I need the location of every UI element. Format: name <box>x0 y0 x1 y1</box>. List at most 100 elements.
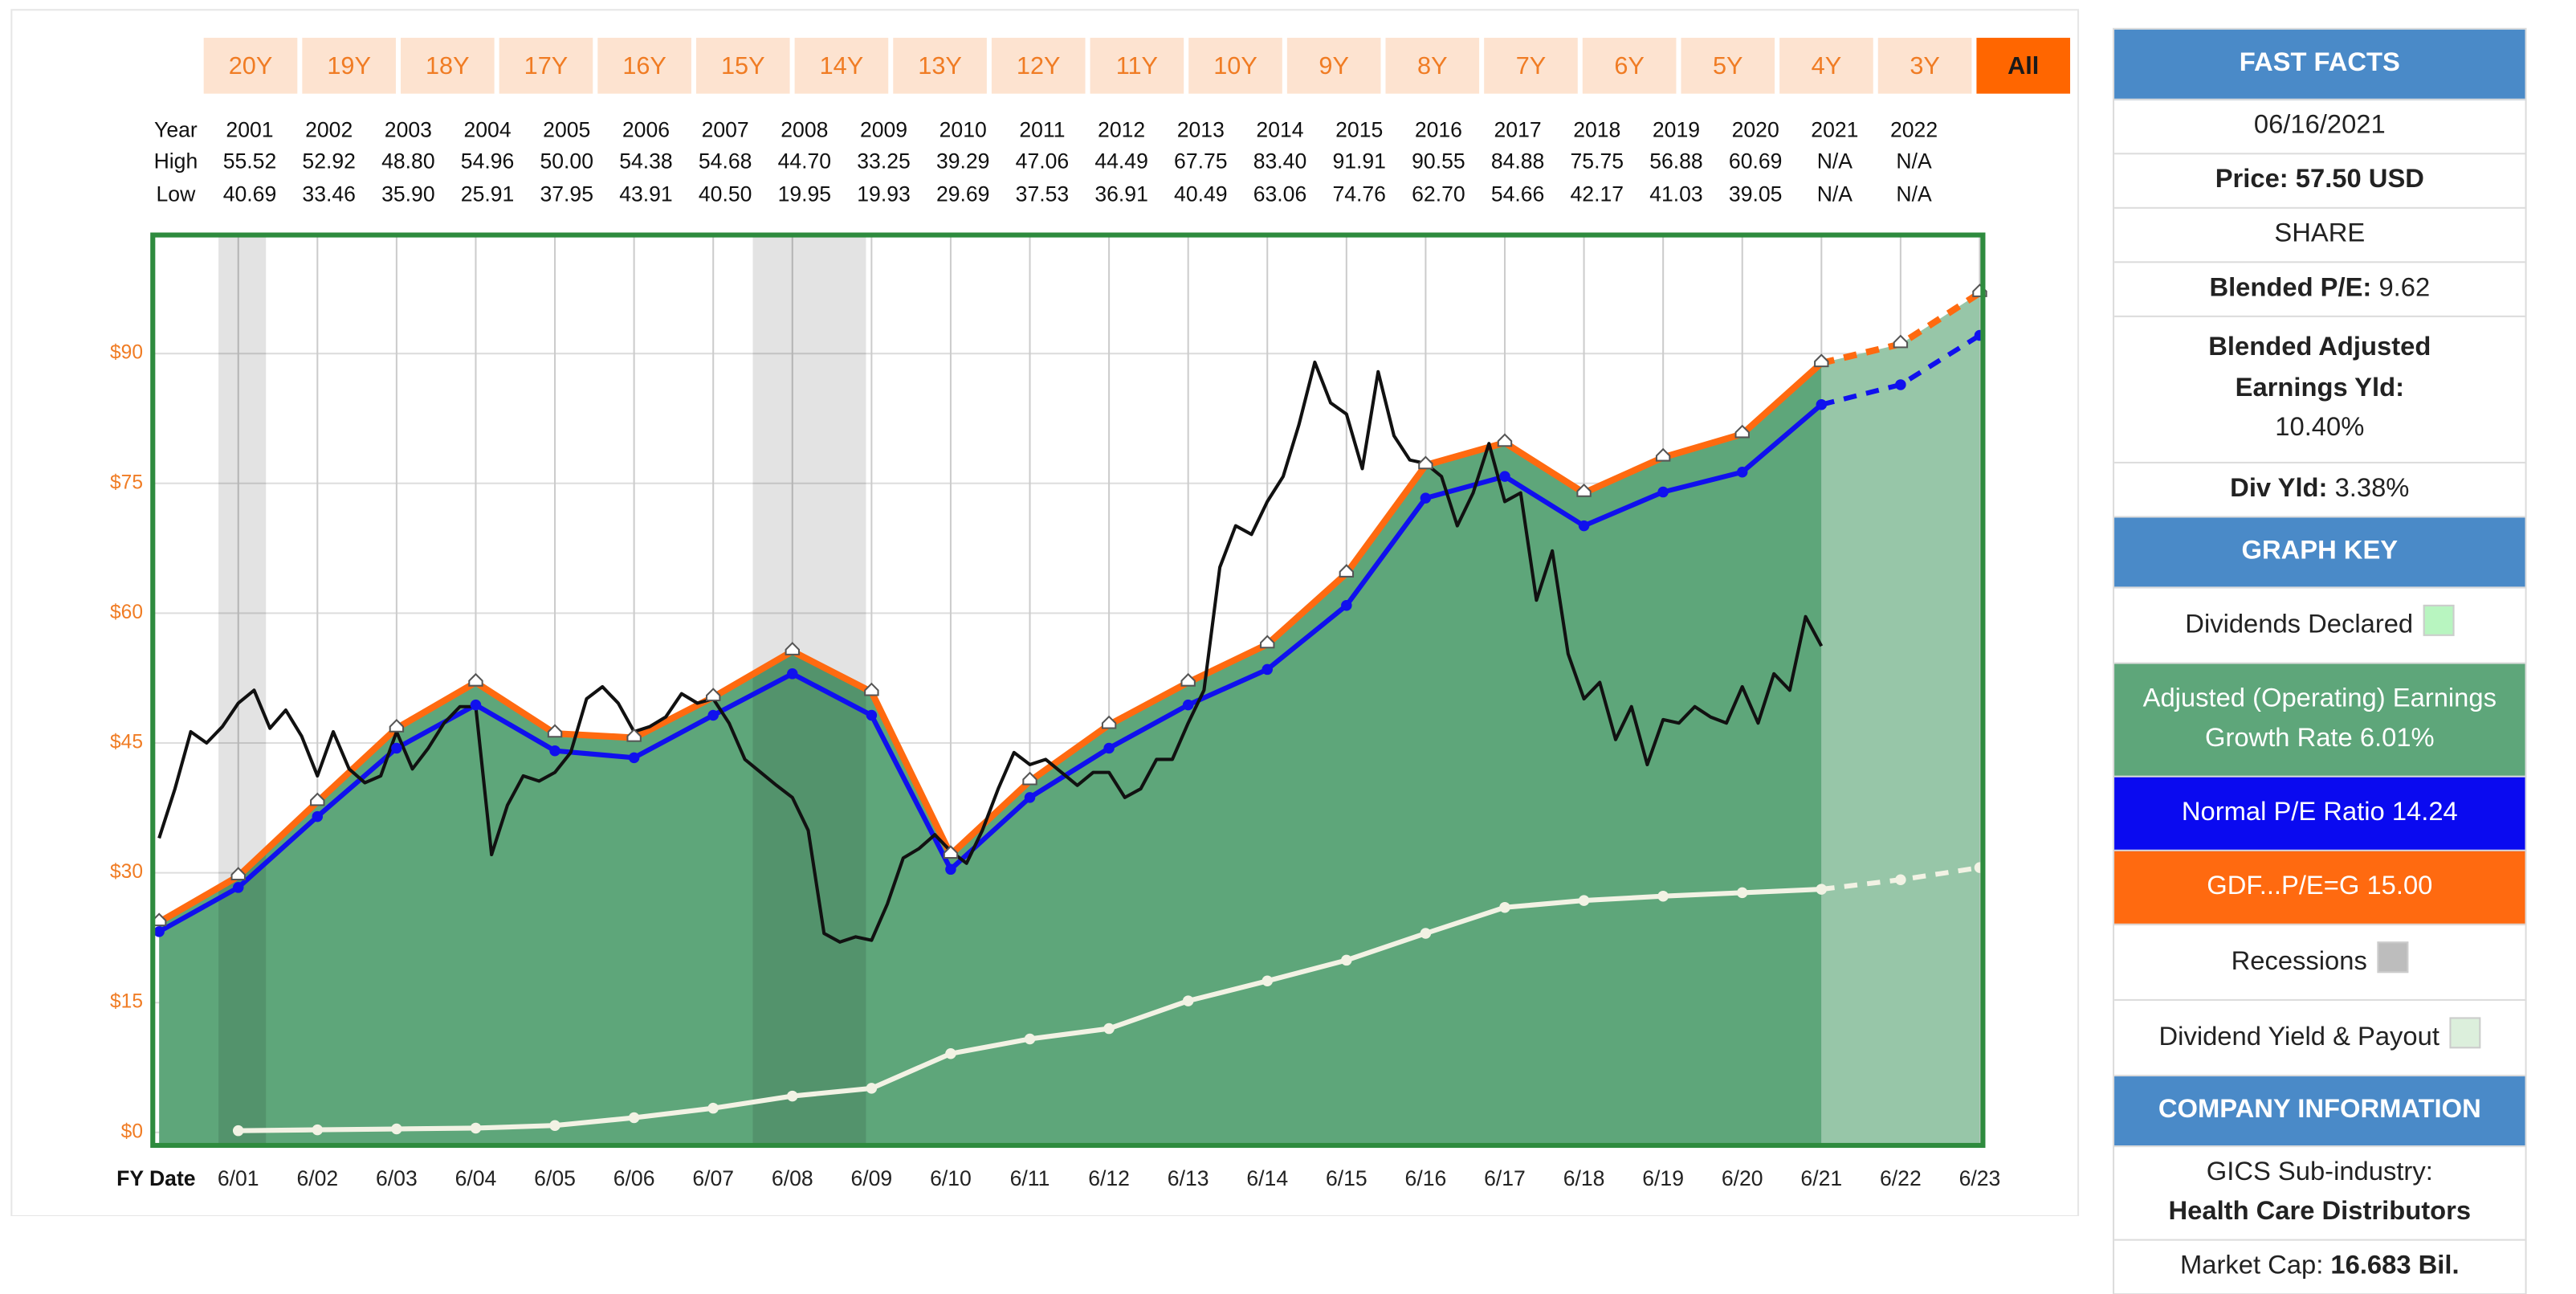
table-cell: 40.69 <box>223 182 277 206</box>
table-cell: 54.66 <box>1491 182 1545 206</box>
plot: $0 $15 $30 $45 $60 $75 $90 6/01 6/02 6/03 6/04 6/05… <box>110 232 2000 1190</box>
range-button-label[interactable]: 6Y <box>1614 51 1645 80</box>
table-cell: 54.96 <box>461 149 515 173</box>
range-button[interactable] <box>1877 38 1972 94</box>
point-marker <box>1024 792 1036 803</box>
point-marker <box>232 882 244 893</box>
y-tick-label: $60 <box>110 602 143 623</box>
range-button-label[interactable]: 19Y <box>327 51 371 80</box>
x-tick-label: 6/17 <box>1484 1166 1526 1190</box>
table-cell: 91.91 <box>1332 149 1386 173</box>
range-button[interactable] <box>1976 38 2071 94</box>
table-cell: 44.70 <box>778 149 832 173</box>
graph-key: Dividends Declared Adjusted (Operating) E… <box>2114 587 2525 1076</box>
graph-key-item: Recessions <box>2114 925 2525 1000</box>
point-marker <box>1497 433 1513 447</box>
range-button-label[interactable]: 5Y <box>1713 51 1743 80</box>
range-button[interactable] <box>794 38 889 94</box>
x-tick-label: 6/18 <box>1563 1166 1605 1190</box>
range-button-label[interactable]: 4Y <box>1812 51 1842 80</box>
range-button-label[interactable]: 10Y <box>1213 51 1257 80</box>
point-marker <box>785 642 800 655</box>
table-cell: 60.69 <box>1729 149 1783 173</box>
range-button-label[interactable]: 7Y <box>1516 51 1547 80</box>
table-cell: 2007 <box>702 118 749 142</box>
range-button[interactable] <box>499 38 593 94</box>
range-button[interactable] <box>1286 38 1381 94</box>
range-buttons: 20Y 19Y 18Y 17Y 16Y 15Y 14Y 13Y 12Y 11Y 10Y 9Y 8Y 7Y 6… <box>203 38 2071 94</box>
range-button[interactable] <box>302 38 396 94</box>
range-button[interactable] <box>1484 38 1578 94</box>
table-cell: 37.53 <box>1016 182 1070 206</box>
y-tick-label: $90 <box>110 342 143 364</box>
table-cell: 2016 <box>1415 118 1462 142</box>
range-button[interactable] <box>400 38 495 94</box>
x-tick-label: 6/12 <box>1088 1166 1130 1190</box>
row-label: High <box>154 149 198 173</box>
range-button-label[interactable]: 16Y <box>622 51 666 80</box>
table-cell: 2012 <box>1098 118 1145 142</box>
x-tick-label: 6/14 <box>1246 1166 1288 1190</box>
table-cell: 44.49 <box>1094 149 1148 173</box>
point-marker <box>628 1112 640 1124</box>
graph-key-label: Recessions <box>2231 947 2367 976</box>
table-cell: 52.92 <box>302 149 356 173</box>
point-marker <box>1895 379 1906 390</box>
range-button-label[interactable]: 18Y <box>426 51 470 80</box>
point-marker <box>1262 975 1274 987</box>
range-button-label[interactable]: 14Y <box>820 51 864 80</box>
range-button-label[interactable]: 3Y <box>1910 51 1940 80</box>
range-button[interactable] <box>1779 38 1873 94</box>
point-marker <box>1816 398 1828 410</box>
range-button[interactable] <box>1681 38 1775 94</box>
date: 06/16/2021 <box>2114 100 2525 155</box>
range-button-label[interactable]: 8Y <box>1417 51 1448 80</box>
graph-key-label: GDF...P/E=G 15.00 <box>2207 872 2433 900</box>
x-tick-label: 6/09 <box>850 1166 892 1190</box>
point-marker <box>787 668 798 680</box>
range-button-label[interactable]: 9Y <box>1319 51 1349 80</box>
table-cell: 75.75 <box>1571 149 1624 173</box>
table-cell: 37.95 <box>540 182 593 206</box>
range-button-label[interactable]: 15Y <box>721 51 765 80</box>
series-line <box>157 360 1824 944</box>
range-button[interactable] <box>893 38 987 94</box>
table-cell: 2013 <box>1177 118 1225 142</box>
range-button-label[interactable]: All <box>2007 51 2039 80</box>
range-button-label[interactable]: 13Y <box>918 51 962 80</box>
table-cell: 50.00 <box>540 149 593 173</box>
range-button[interactable] <box>1090 38 1184 94</box>
table-cell: 41.03 <box>1649 182 1703 206</box>
point-marker <box>1103 1023 1115 1035</box>
industry: GICS Sub-industry: Health Care Distributo… <box>2114 1146 2525 1240</box>
range-button[interactable] <box>1188 38 1282 94</box>
price-value: 57.50 USD <box>2295 165 2424 194</box>
x-tick-label: 6/03 <box>376 1166 418 1190</box>
point-marker <box>1655 447 1671 462</box>
table-cell: 62.70 <box>1412 182 1465 206</box>
y-tick-label: $30 <box>110 861 143 883</box>
range-button-label[interactable]: 11Y <box>1116 51 1158 80</box>
range-button-label[interactable]: 20Y <box>229 51 273 80</box>
table-cell: 2001 <box>226 118 273 142</box>
range-button[interactable] <box>1385 38 1480 94</box>
chart-panel: 20Y 19Y 18Y 17Y 16Y 15Y 14Y 13Y 12Y 11Y 10Y 9Y 8Y 7Y 6… <box>10 9 2080 1216</box>
range-button[interactable] <box>203 38 298 94</box>
table-cell: 2021 <box>1811 118 1858 142</box>
range-button[interactable] <box>695 38 790 94</box>
range-button-label[interactable]: 17Y <box>524 51 569 80</box>
range-button[interactable] <box>1582 38 1677 94</box>
range-button[interactable] <box>597 38 691 94</box>
table-cell: 40.49 <box>1174 182 1228 206</box>
point-marker <box>1657 486 1669 498</box>
table-cell: 2003 <box>385 118 432 142</box>
range-button[interactable] <box>991 38 1086 94</box>
point-marker <box>1262 663 1274 676</box>
table-cell: 83.40 <box>1253 149 1307 173</box>
table-cell: 47.06 <box>1016 149 1070 173</box>
range-button-label[interactable]: 12Y <box>1017 51 1061 80</box>
x-tick-label: 6/01 <box>218 1166 259 1190</box>
x-tick-label: 6/04 <box>455 1166 497 1190</box>
point-marker <box>389 719 405 733</box>
point-marker <box>468 672 483 687</box>
